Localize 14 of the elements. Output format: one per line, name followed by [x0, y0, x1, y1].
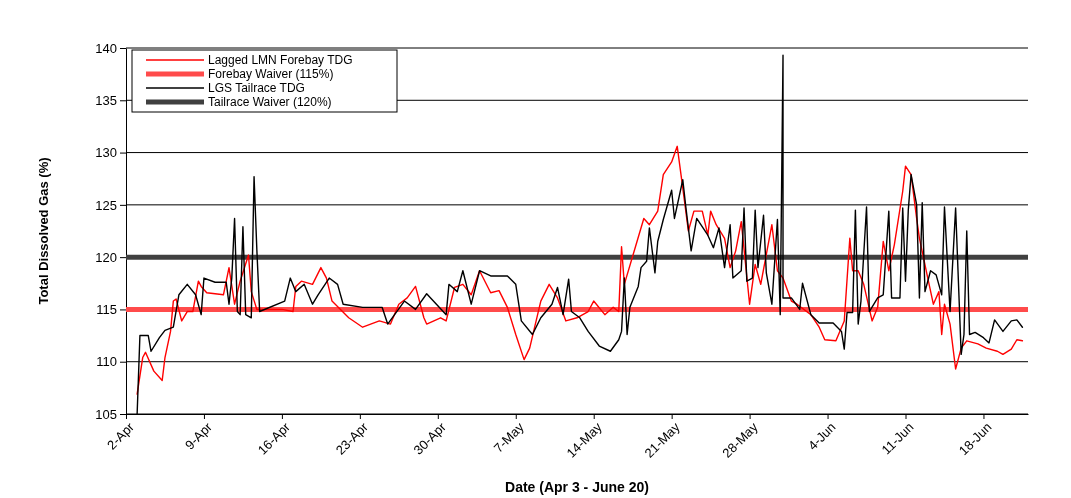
y-tick-label: 130 — [95, 145, 117, 161]
y-tick-label: 115 — [96, 302, 117, 318]
legend-label: LGS Tailrace TDG — [208, 81, 305, 95]
y-tick-label: 105 — [95, 406, 117, 422]
y-tick-label: 140 — [95, 40, 117, 56]
x-axis-title: Date (Apr 3 - June 20) — [505, 479, 649, 495]
legend-label: Lagged LMN Forebay TDG — [208, 53, 353, 67]
y-tick-label: 125 — [95, 197, 117, 213]
y-axis-title: Total Dissolved Gas (%) — [36, 157, 51, 305]
y-tick-label: 120 — [95, 249, 117, 265]
y-tick-label: 110 — [96, 354, 117, 370]
legend-label: Forebay Waiver (115%) — [208, 67, 334, 81]
y-tick-label: 135 — [95, 92, 117, 108]
legend-label: Tailrace Waiver (120%) — [208, 95, 332, 109]
